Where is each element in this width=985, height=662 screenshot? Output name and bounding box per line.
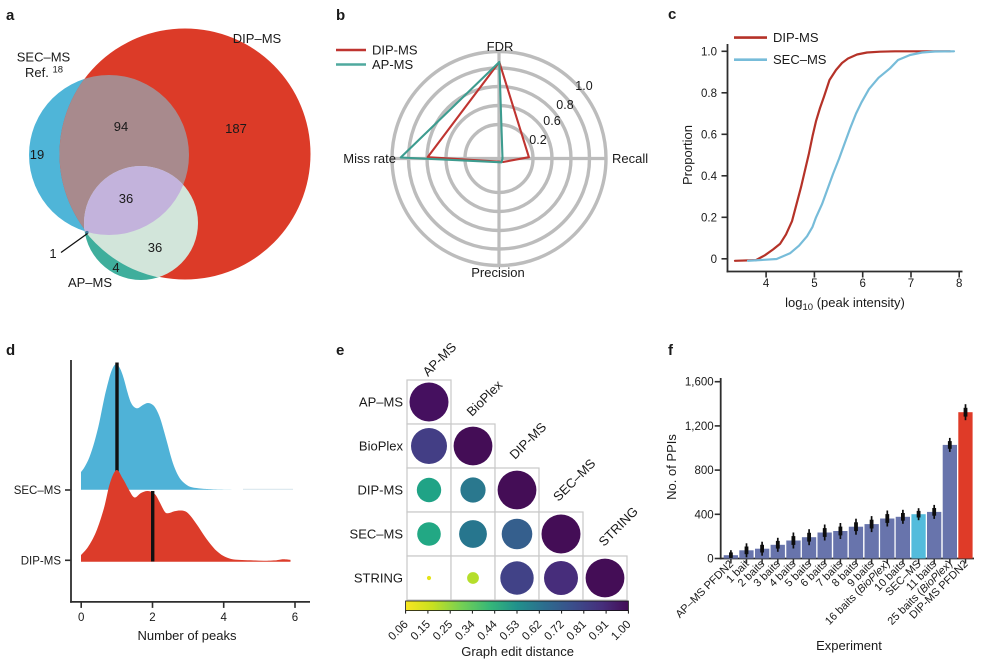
svg-text:0.34: 0.34 (453, 618, 478, 643)
svg-text:400: 400 (695, 509, 714, 521)
svg-text:STRING: STRING (354, 571, 403, 586)
svg-text:1.00: 1.00 (609, 619, 633, 643)
svg-text:0.6: 0.6 (543, 114, 560, 128)
svg-text:Number of peaks: Number of peaks (138, 628, 237, 643)
svg-text:SEC–MS: SEC–MS (17, 50, 71, 65)
svg-text:1,600: 1,600 (685, 377, 714, 389)
svg-text:No. of PPIs: No. of PPIs (664, 434, 679, 500)
svg-text:Ref. 18: Ref. 18 (25, 65, 63, 81)
svg-text:0.8: 0.8 (556, 98, 573, 112)
svg-text:DIP-MS: DIP-MS (21, 555, 62, 567)
svg-text:DIP-MS: DIP-MS (773, 30, 819, 45)
svg-text:AP–MS: AP–MS (359, 395, 403, 410)
svg-text:AP-MS: AP-MS (420, 339, 460, 379)
svg-text:94: 94 (114, 119, 128, 134)
svg-text:1.0: 1.0 (701, 46, 717, 58)
svg-text:0.25: 0.25 (431, 619, 455, 643)
svg-text:DIP-MS: DIP-MS (372, 43, 418, 58)
svg-text:0.2: 0.2 (529, 133, 546, 147)
svg-text:0.8: 0.8 (701, 88, 717, 100)
svg-text:0: 0 (711, 254, 717, 266)
svg-text:d: d (6, 342, 15, 359)
svg-text:e: e (336, 342, 344, 359)
svg-text:187: 187 (225, 121, 247, 136)
svg-text:DIP–MS: DIP–MS (233, 31, 282, 46)
svg-text:AP–MS: AP–MS (68, 275, 112, 290)
svg-text:0.6: 0.6 (701, 129, 717, 141)
svg-text:1.0: 1.0 (575, 79, 592, 93)
svg-text:5: 5 (811, 278, 817, 290)
svg-text:0.81: 0.81 (565, 619, 589, 643)
svg-text:FDR: FDR (487, 39, 514, 54)
svg-text:Graph edit distance: Graph edit distance (461, 644, 574, 659)
svg-text:0: 0 (707, 554, 713, 566)
svg-text:0.06: 0.06 (386, 619, 410, 643)
svg-text:1: 1 (49, 246, 56, 261)
svg-text:Miss rate: Miss rate (343, 151, 396, 166)
svg-text:8: 8 (956, 278, 962, 290)
svg-text:0: 0 (78, 612, 84, 624)
svg-text:7: 7 (908, 278, 914, 290)
svg-text:b: b (336, 7, 345, 24)
svg-text:DIP-MS: DIP-MS (358, 483, 404, 498)
svg-text:a: a (6, 7, 15, 24)
svg-text:DIP-MS: DIP-MS (507, 419, 550, 462)
svg-text:1,200: 1,200 (685, 421, 714, 433)
svg-text:0.72: 0.72 (542, 619, 566, 643)
svg-text:0.4: 0.4 (701, 171, 718, 183)
svg-text:0.2: 0.2 (701, 212, 717, 224)
svg-text:0.15: 0.15 (409, 619, 433, 643)
svg-text:f: f (668, 342, 674, 359)
svg-text:SEC–MS: SEC–MS (550, 455, 599, 504)
svg-text:4: 4 (220, 612, 227, 624)
svg-text:AP-MS: AP-MS (372, 57, 414, 72)
svg-text:0.91: 0.91 (587, 619, 611, 643)
svg-text:36: 36 (119, 191, 133, 206)
svg-text:AP–MS PFDN2: AP–MS PFDN2 (673, 558, 736, 621)
svg-text:0.44: 0.44 (476, 618, 501, 643)
svg-text:Recall: Recall (612, 151, 648, 166)
svg-text:Experiment: Experiment (816, 638, 882, 653)
svg-text:log10 (peak intensity): log10 (peak intensity) (785, 295, 905, 313)
svg-text:SEC–MS: SEC–MS (14, 485, 62, 497)
svg-text:SEC–MS: SEC–MS (773, 52, 827, 67)
svg-text:6: 6 (859, 278, 865, 290)
svg-text:0.53: 0.53 (498, 619, 522, 643)
svg-text:0.62: 0.62 (520, 619, 544, 643)
svg-text:6: 6 (292, 612, 298, 624)
svg-text:36: 36 (148, 240, 162, 255)
svg-text:STRING: STRING (596, 504, 641, 549)
svg-text:BioPlex: BioPlex (359, 439, 404, 454)
svg-text:800: 800 (695, 465, 714, 477)
svg-text:BioPlex: BioPlex (464, 377, 506, 419)
svg-text:2: 2 (149, 612, 155, 624)
svg-text:c: c (668, 6, 676, 23)
svg-text:19: 19 (30, 147, 44, 162)
svg-text:SEC–MS: SEC–MS (350, 527, 404, 542)
svg-text:Proportion: Proportion (680, 125, 695, 185)
svg-text:4: 4 (763, 278, 770, 290)
svg-text:Precision: Precision (471, 265, 524, 280)
svg-text:4: 4 (112, 260, 119, 275)
